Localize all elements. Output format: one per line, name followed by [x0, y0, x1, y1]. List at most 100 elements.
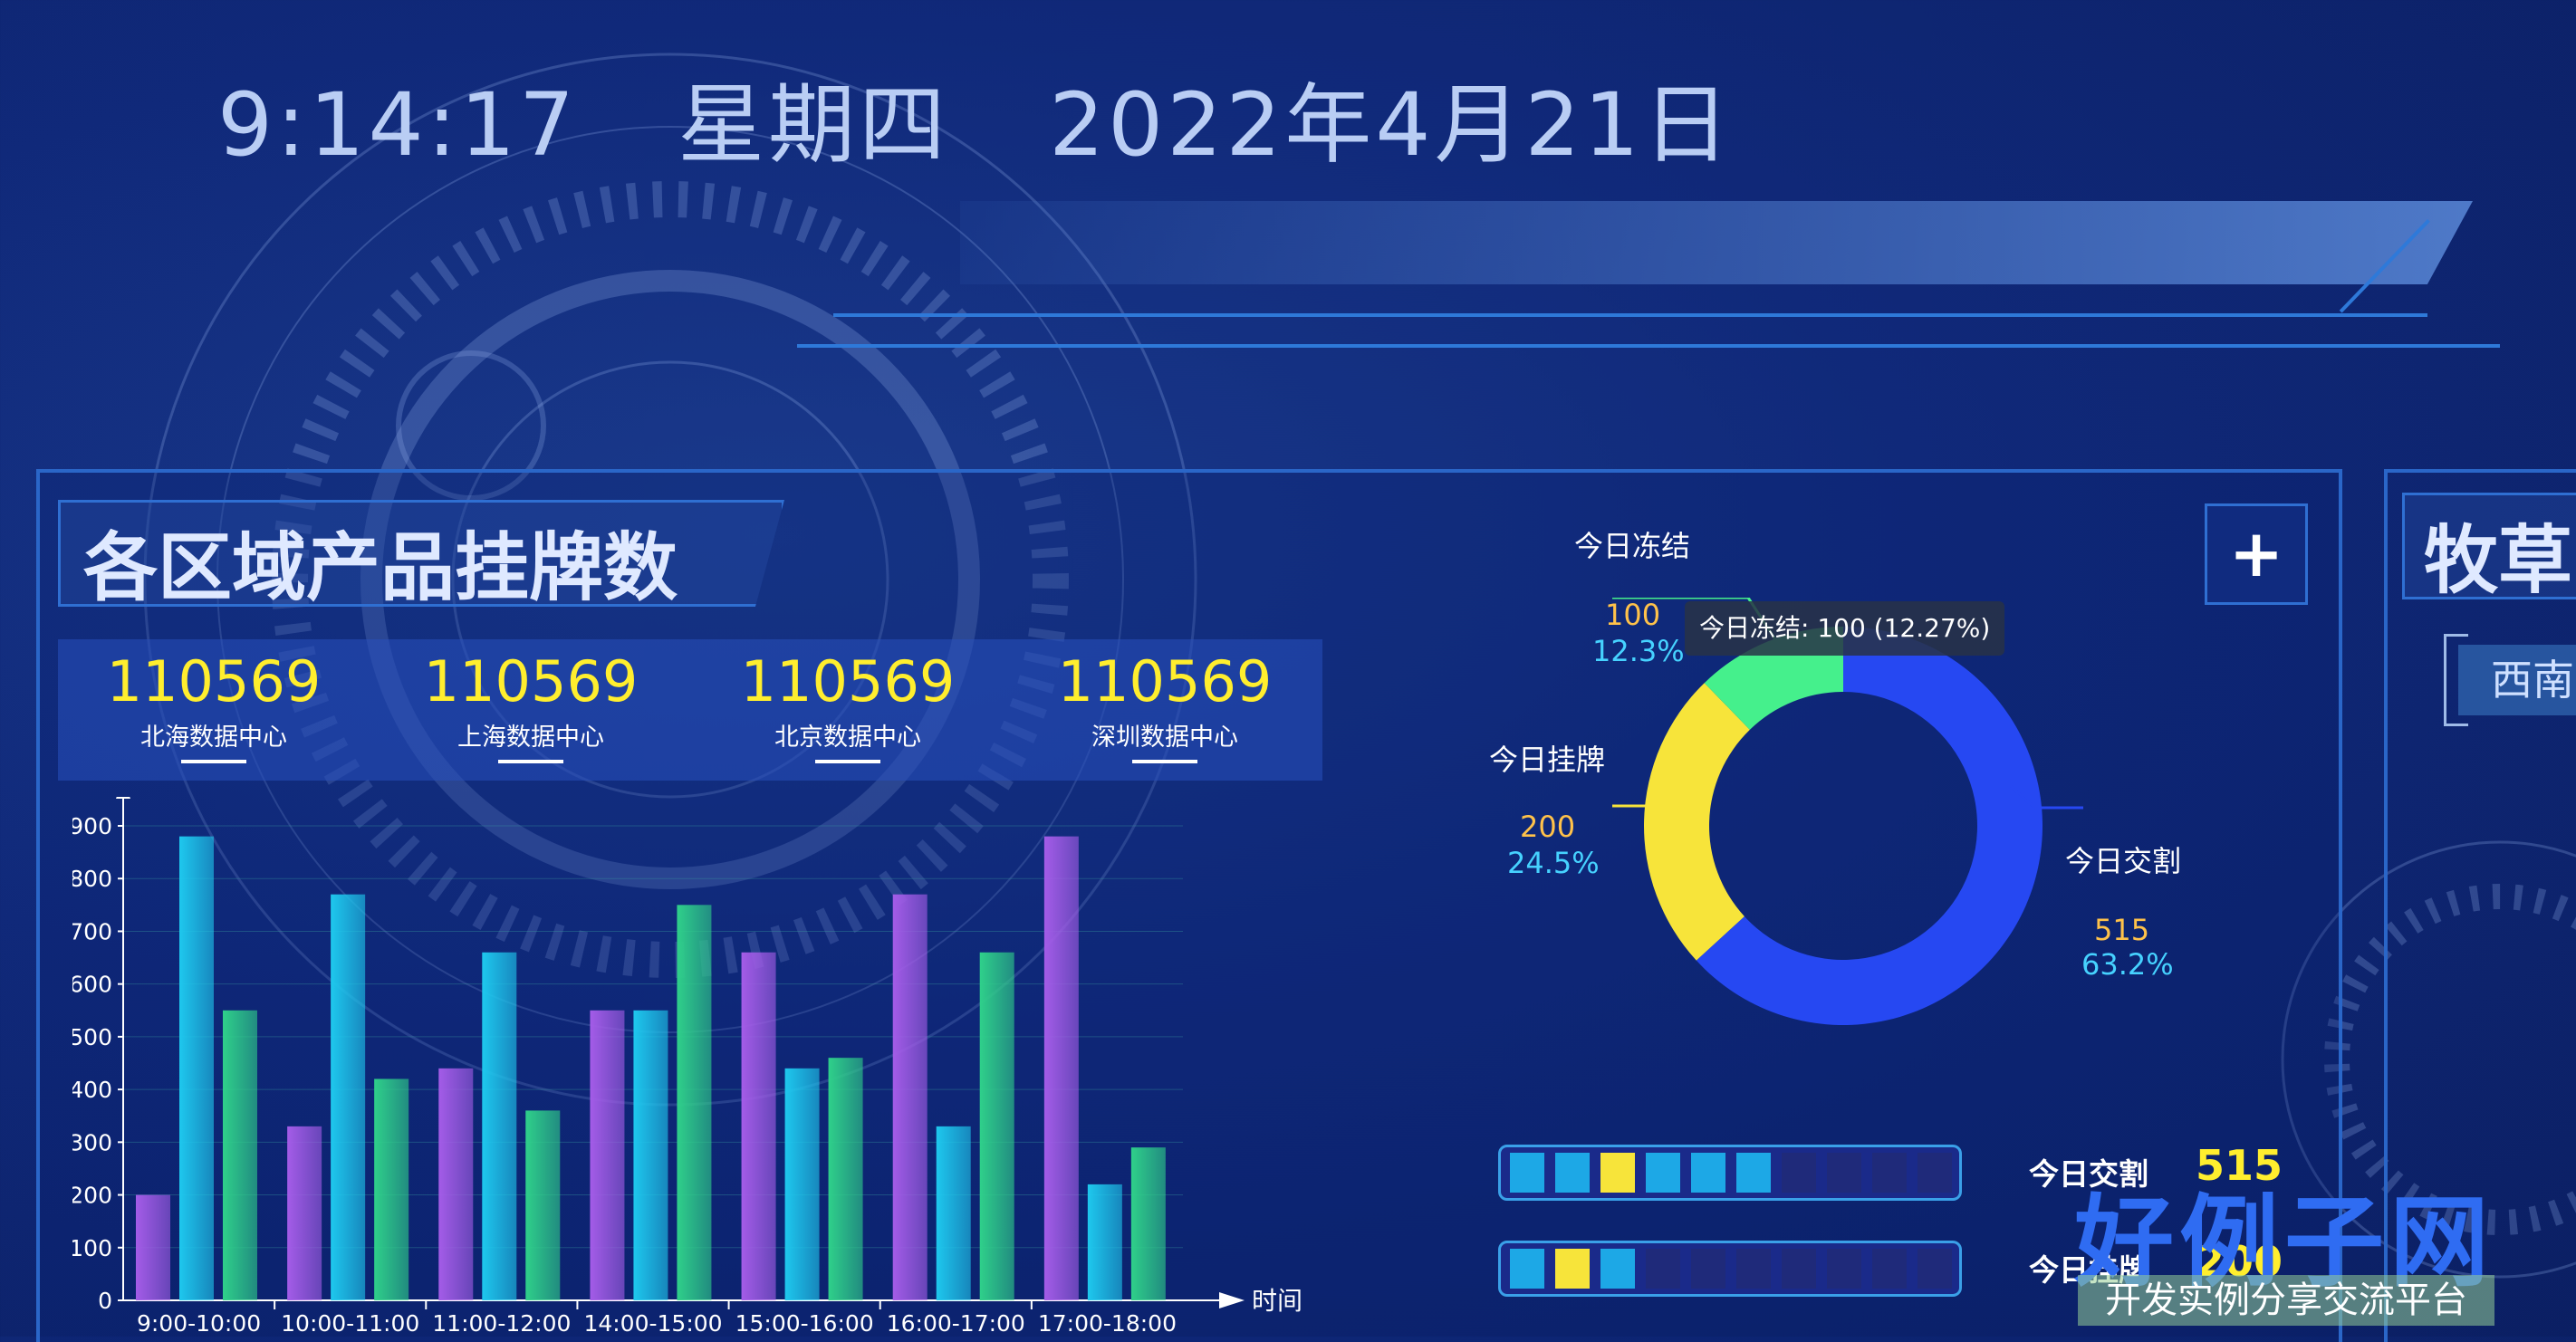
progress-segment	[1827, 1249, 1861, 1289]
progress-segment	[1918, 1249, 1952, 1289]
stat-underline	[1132, 760, 1197, 764]
pie-label-delivery-value: 515	[2094, 913, 2150, 947]
x-axis-arrow	[1219, 1292, 1245, 1308]
bar	[892, 894, 928, 1300]
progress-segment	[1827, 1153, 1861, 1193]
y-tick-label: 800	[72, 866, 112, 892]
stat-value: 110569	[1057, 648, 1273, 714]
y-tick-label: 700	[72, 918, 112, 944]
y-axis-arrow	[116, 797, 130, 799]
bar	[677, 905, 712, 1300]
pie-label-frozen-percent: 12.3%	[1592, 634, 1685, 668]
stat-label: 上海数据中心	[457, 724, 604, 752]
stat-underline	[498, 760, 563, 764]
watermark-tagline: 开发实例分享交流平台	[2078, 1275, 2494, 1326]
progress-bar-delivery	[1498, 1145, 1962, 1201]
pie-label-delivery-name: 今日交割	[2065, 844, 2182, 878]
datetime-display: 9:14:17 星期四 2022年4月21日	[217, 54, 1734, 180]
bar	[1130, 1147, 1166, 1300]
pie-slice[interactable]	[1696, 627, 2043, 1025]
x-tick-label: 15:00-16:00	[735, 1310, 874, 1337]
stat-underline	[815, 760, 880, 764]
stat-item: 110569 北海数据中心	[78, 648, 350, 764]
y-tick-label: 400	[72, 1077, 112, 1103]
header-line	[797, 344, 2500, 348]
bar	[936, 1126, 971, 1300]
pie-label-frozen-name: 今日冻结	[1574, 529, 1691, 563]
region-button-southwest[interactable]: 西南	[2458, 645, 2576, 715]
header-band	[960, 201, 2473, 284]
progress-bar-listing	[1498, 1241, 1962, 1297]
x-tick-label: 16:00-17:00	[887, 1310, 1025, 1337]
pasture-panel	[2384, 469, 2576, 1342]
progress-segment	[1555, 1153, 1590, 1193]
progress-segment	[1600, 1249, 1635, 1289]
clock-weekday: 星期四	[678, 74, 950, 176]
y-tick-label: 500	[72, 1024, 112, 1050]
stat-item: 110569 深圳数据中心	[1029, 648, 1301, 764]
expand-button[interactable]: +	[2205, 503, 2308, 605]
pie-tooltip: 今日冻结: 100 (12.27%)	[1685, 601, 2005, 656]
stat-label: 北海数据中心	[140, 724, 287, 752]
pie-label-listing-value: 200	[1520, 810, 1576, 844]
bar	[1043, 836, 1079, 1300]
stat-item: 110569 北京数据中心	[712, 648, 984, 764]
progress-segment	[1510, 1153, 1544, 1193]
x-tick-label: 10:00-11:00	[281, 1310, 419, 1337]
panel-title-frame	[2402, 493, 2576, 599]
y-tick-label: 0	[98, 1288, 112, 1314]
progress-segment	[1782, 1153, 1816, 1193]
bar	[482, 952, 517, 1300]
progress-segment	[1872, 1153, 1907, 1193]
stat-value: 110569	[106, 648, 322, 714]
bar	[179, 836, 214, 1300]
progress-segment	[1510, 1249, 1544, 1289]
progress-segment	[1691, 1153, 1725, 1193]
clock-date: 2022年4月21日	[1049, 74, 1734, 176]
bar	[287, 1126, 322, 1300]
y-tick-label: 900	[72, 813, 112, 839]
x-axis-label: 时间	[1252, 1286, 1302, 1316]
pie-slice[interactable]	[1644, 683, 1750, 961]
progress-segment	[1646, 1249, 1680, 1289]
x-tick-label: 9:00-10:00	[137, 1310, 261, 1337]
bar	[828, 1058, 863, 1300]
pie-label-frozen-value: 100	[1605, 598, 1661, 632]
pie-label-listing-percent: 24.5%	[1507, 846, 1600, 880]
bar	[525, 1110, 561, 1300]
y-tick-label: 300	[72, 1129, 112, 1155]
bar	[633, 1010, 668, 1300]
progress-segment	[1555, 1249, 1590, 1289]
panel-title: 各区域产品挂牌数	[83, 525, 678, 611]
clock-time: 9:14:17	[217, 74, 579, 176]
progress-segment	[1872, 1249, 1907, 1289]
progress-segment	[1736, 1153, 1771, 1193]
header-line	[833, 313, 2427, 317]
progress-label: 今日交割	[2029, 1156, 2148, 1192]
x-tick-label: 11:00-12:00	[432, 1310, 571, 1337]
bar	[136, 1194, 170, 1300]
stat-item: 110569 上海数据中心	[395, 648, 667, 764]
progress-segment	[1600, 1153, 1635, 1193]
bar	[374, 1078, 409, 1300]
stat-value: 110569	[423, 648, 639, 714]
x-tick-label: 17:00-18:00	[1038, 1310, 1177, 1337]
pie-label-delivery-percent: 63.2%	[2081, 947, 2174, 982]
stat-label: 深圳数据中心	[1091, 724, 1238, 752]
bar	[979, 952, 1014, 1300]
pie-label-listing-name: 今日挂牌	[1489, 743, 1606, 777]
bracket-decoration	[2444, 634, 2468, 726]
y-tick-label: 200	[72, 1183, 112, 1209]
bar-chart: 0100200300400500600700800900数量时间9:00-10:…	[72, 797, 1302, 1337]
x-tick-label: 14:00-15:00	[583, 1310, 722, 1337]
bar	[784, 1068, 820, 1300]
stat-value: 110569	[740, 648, 956, 714]
bar	[741, 952, 776, 1300]
progress-segment	[1646, 1153, 1680, 1193]
pie-leader-listing	[1612, 804, 1691, 811]
panel-title: 牧草	[2424, 518, 2573, 604]
bar	[1087, 1184, 1122, 1300]
bar	[223, 1010, 257, 1300]
y-tick-label: 600	[72, 972, 112, 998]
progress-segment	[1691, 1249, 1725, 1289]
